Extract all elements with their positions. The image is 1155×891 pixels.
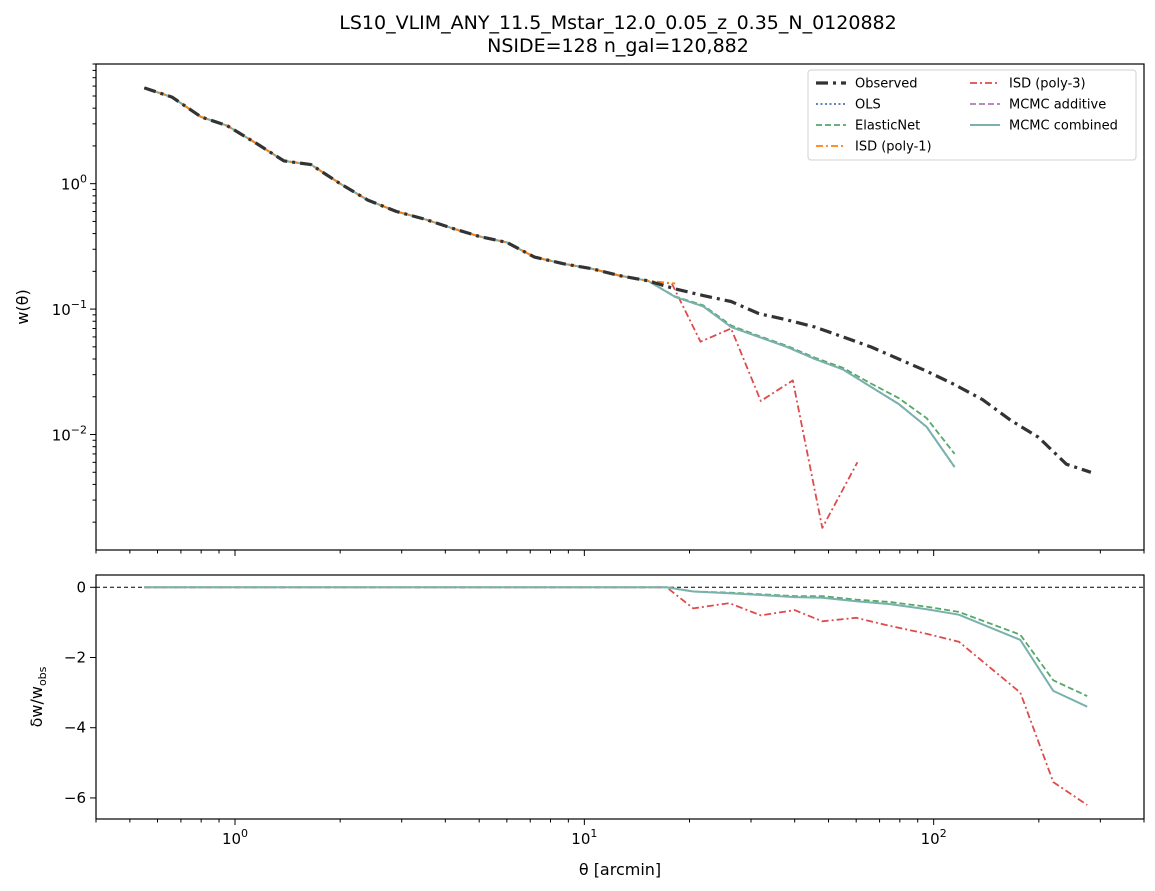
bottom-plot-area — [96, 586, 1144, 806]
bottom-y-axis-label: δw/wobs — [27, 666, 49, 727]
y-tick-label: −6 — [64, 789, 86, 807]
y-tick-label: −2 — [64, 649, 86, 667]
x-tick-label: 102 — [921, 827, 947, 848]
legend-label-mcmc-combined: MCMC combined — [1009, 119, 1118, 134]
title-line-1: LS10_VLIM_ANY_11.5_Mstar_12.0_0.05_z_0.3… — [339, 12, 896, 34]
x-tick-label: 100 — [222, 827, 248, 848]
y-tick-label: −4 — [64, 719, 86, 737]
y-tick-label: 0 — [76, 578, 86, 596]
x-axis-label: θ [arcmin] — [579, 860, 661, 879]
bottom-plot-frame — [95, 574, 1145, 820]
legend-label-observed: Observed — [855, 77, 918, 92]
top-y-axis-label: w(θ) — [13, 289, 32, 324]
x-tick-label: 101 — [571, 827, 597, 848]
y-tick-label: 10−2 — [52, 424, 87, 445]
top-plot-area — [143, 86, 1092, 529]
legend-label-elasticnet: ElasticNet — [855, 119, 920, 134]
y-tick-label: 100 — [61, 173, 87, 194]
legend-label-mcmc-additive: MCMC additive — [1009, 98, 1106, 113]
series-line-observed — [143, 86, 1092, 474]
legend-label-isd-poly-3: ISD (poly-3) — [1009, 77, 1086, 92]
series-line-isd-poly-3 — [144, 87, 859, 529]
title-line-2: NSIDE=128 n_gal=120,882 — [487, 35, 749, 57]
legend-label-isd-poly-1: ISD (poly-1) — [855, 140, 932, 155]
legend-box — [807, 69, 1137, 161]
legend: Observed OLS ElasticNet ISD (poly-1) ISD (po… — [807, 69, 1137, 161]
legend-label-ols: OLS — [855, 98, 881, 113]
top-plot-frame — [95, 63, 1145, 551]
series-line-mcmc-combined — [144, 586, 1088, 708]
series-line-elasticnet — [144, 586, 1088, 697]
series-line-isd-poly-1 — [144, 87, 676, 285]
y-tick-label: 10−1 — [52, 298, 87, 319]
series-line-isd-poly-3 — [144, 586, 1088, 806]
